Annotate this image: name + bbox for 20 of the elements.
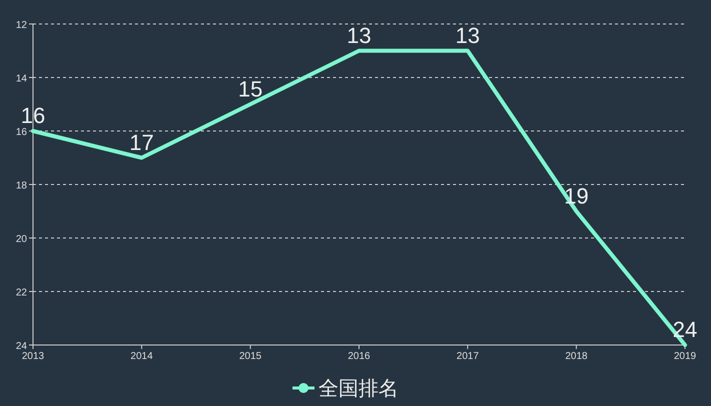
legend-label: 全国排名	[318, 378, 398, 400]
y-tick-label: 16	[16, 127, 28, 138]
data-label: 17	[129, 130, 154, 155]
y-tick-label: 14	[16, 74, 28, 84]
x-tick-label: 2017	[456, 351, 480, 362]
y-tick-label: 18	[16, 180, 28, 192]
data-label: 15	[238, 76, 263, 102]
y-tick-label: 24	[16, 341, 28, 352]
x-tick-label: 2018	[565, 351, 588, 362]
data-label: 13	[346, 22, 372, 48]
x-tick-label: 2014	[130, 351, 154, 362]
data-label: 13	[455, 22, 480, 48]
y-tick-label: 12	[16, 20, 28, 31]
x-tick-label: 2019	[674, 351, 697, 362]
data-label: 24	[672, 317, 698, 342]
y-tick-label: 20	[16, 234, 28, 245]
y-tick-label: 22	[16, 288, 28, 298]
x-tick-label: 2016	[348, 351, 371, 362]
x-tick-label: 2013	[22, 351, 45, 362]
x-tick-label: 2015	[239, 351, 262, 362]
